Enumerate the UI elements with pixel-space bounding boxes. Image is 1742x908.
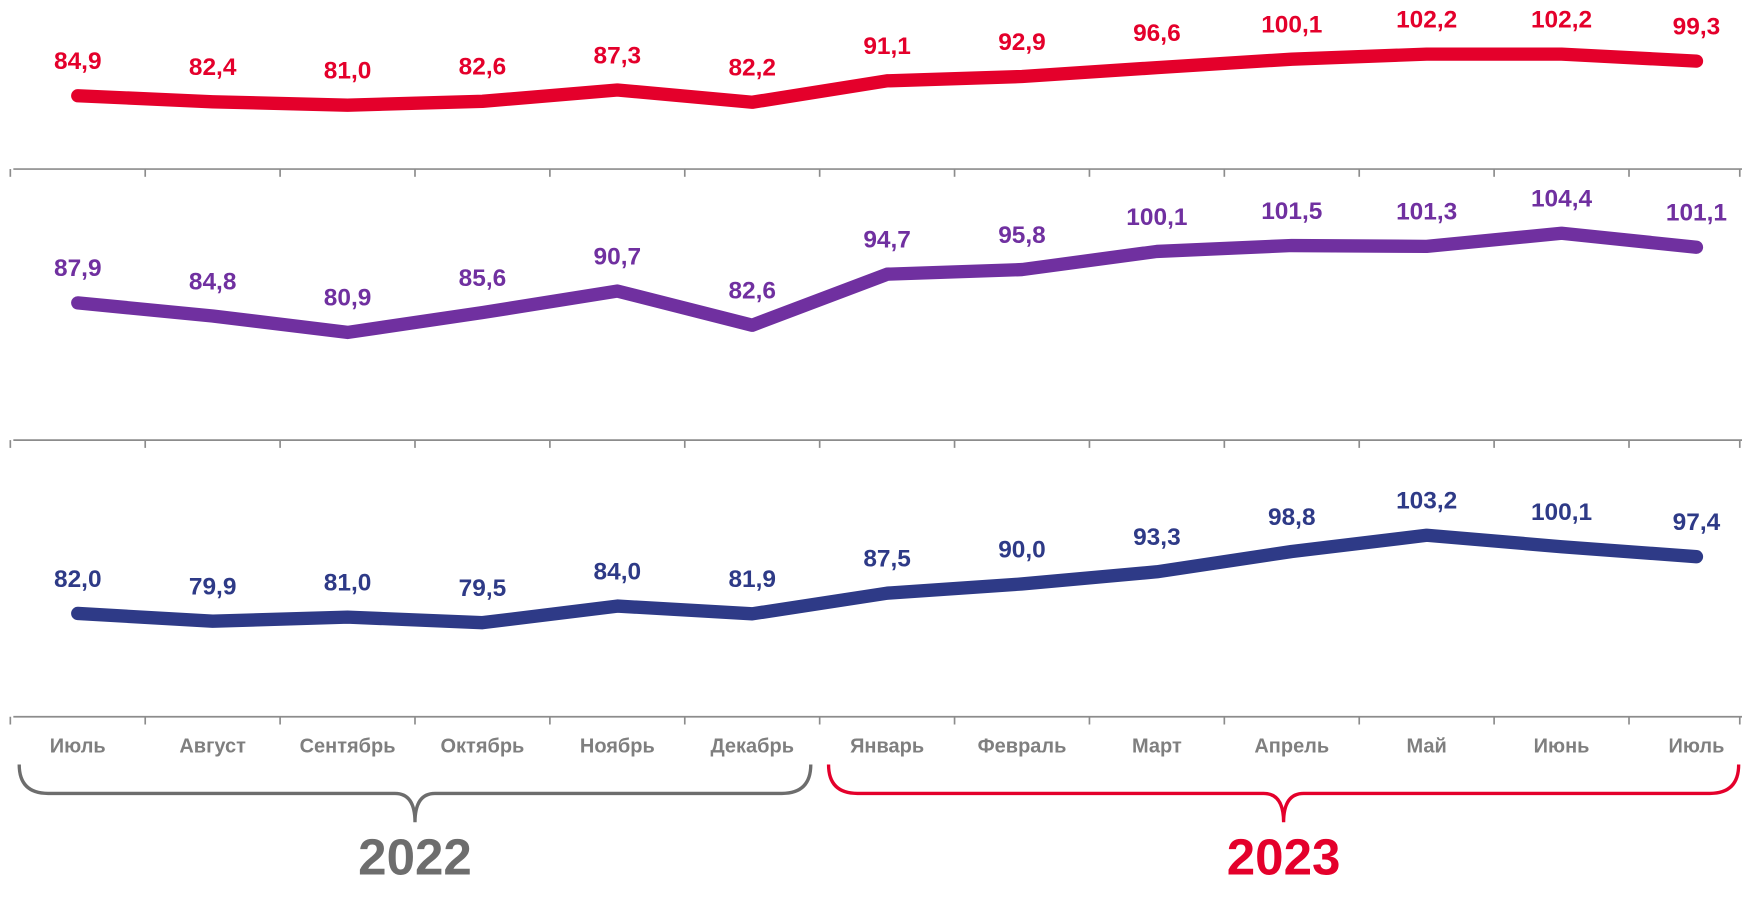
data-label: 102,2 xyxy=(1531,6,1592,33)
data-label: 97,4 xyxy=(1673,509,1721,536)
data-label: 98,8 xyxy=(1268,504,1316,531)
series-line xyxy=(71,47,1704,112)
data-label: 85,6 xyxy=(459,265,507,292)
x-tick-label: Август xyxy=(179,735,246,757)
x-tick-label: Январь xyxy=(850,735,924,757)
data-label: 101,3 xyxy=(1396,199,1457,226)
data-label: 90,7 xyxy=(594,243,642,270)
x-tick-label: Июнь xyxy=(1534,735,1590,757)
x-tick-label: Март xyxy=(1132,735,1182,757)
data-label: 94,7 xyxy=(863,227,911,254)
data-label: 82,6 xyxy=(459,54,507,81)
data-label: 79,9 xyxy=(189,574,237,601)
data-label: 87,5 xyxy=(863,546,911,573)
data-label: 82,4 xyxy=(189,54,237,81)
x-tick-label: Май xyxy=(1407,735,1447,757)
data-label: 91,1 xyxy=(863,33,911,60)
year-label: 2022 xyxy=(358,829,472,886)
data-label: 103,2 xyxy=(1396,488,1457,515)
data-label: 81,0 xyxy=(324,569,372,596)
data-label: 79,5 xyxy=(459,575,507,602)
data-label: 102,2 xyxy=(1396,6,1457,33)
year-bracket xyxy=(826,764,1741,823)
data-label: 84,0 xyxy=(594,558,642,585)
data-label: 84,8 xyxy=(189,268,237,295)
x-tick-label: Декабрь xyxy=(710,735,794,757)
x-tick-label: Апрель xyxy=(1254,735,1329,757)
data-label: 100,1 xyxy=(1531,499,1592,526)
x-tick-label: Февраль xyxy=(978,735,1067,757)
data-label: 101,1 xyxy=(1666,200,1727,227)
data-label: 87,9 xyxy=(54,255,102,282)
data-label: 101,5 xyxy=(1261,198,1322,225)
x-tick-label: Октябрь xyxy=(441,735,525,757)
x-tick-label: Июль xyxy=(1668,735,1724,757)
data-label: 81,9 xyxy=(728,566,776,593)
x-tick-label: Июль xyxy=(50,735,106,757)
data-label: 100,1 xyxy=(1126,204,1187,231)
data-label: 87,3 xyxy=(594,42,642,69)
data-label: 93,3 xyxy=(1133,524,1181,551)
data-label: 82,6 xyxy=(728,278,776,305)
year-bracket xyxy=(17,764,813,823)
data-label: 80,9 xyxy=(324,285,372,312)
data-label: 100,1 xyxy=(1261,12,1322,39)
data-label: 99,3 xyxy=(1673,13,1721,40)
data-label: 96,6 xyxy=(1133,20,1181,47)
data-label: 84,9 xyxy=(54,48,102,75)
data-label: 104,4 xyxy=(1531,186,1593,213)
year-label: 2023 xyxy=(1227,829,1341,886)
series-line xyxy=(71,528,1704,630)
series-line xyxy=(71,226,1704,340)
data-label: 90,0 xyxy=(998,536,1046,563)
data-label: 82,0 xyxy=(54,566,102,593)
x-tick-label: Сентябрь xyxy=(300,735,396,757)
data-label: 81,0 xyxy=(324,57,372,84)
data-label: 92,9 xyxy=(998,29,1046,56)
data-label: 82,2 xyxy=(728,55,776,82)
data-label: 95,8 xyxy=(998,222,1046,249)
x-tick-label: Ноябрь xyxy=(580,735,655,757)
